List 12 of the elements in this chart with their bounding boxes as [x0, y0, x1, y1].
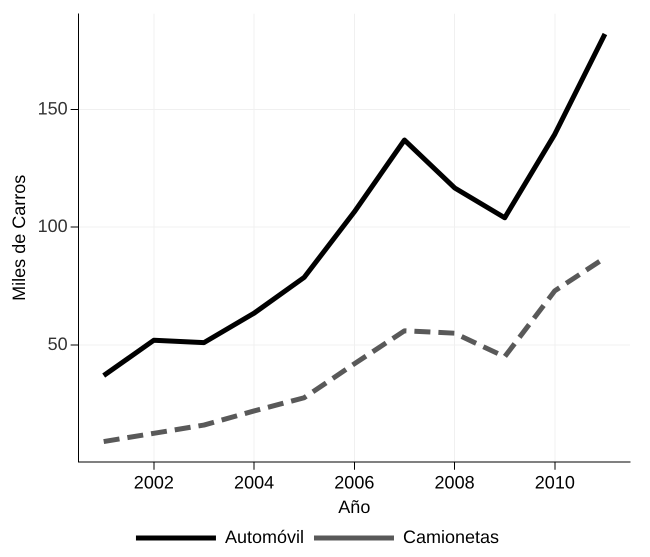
x-tick-label: 2010 [534, 472, 575, 493]
x-tick-label: 2006 [334, 472, 374, 493]
y-tick-label: 50 [48, 334, 68, 354]
x-tick-label: 2008 [434, 472, 475, 493]
y-axis-title: Miles de Carros [8, 174, 29, 301]
y-tick-label: 100 [38, 216, 68, 236]
x-axis-title: Año [338, 497, 370, 518]
x-tick-label: 2004 [234, 472, 274, 493]
legend-label: Camionetas [402, 526, 500, 547]
legend-label: Automóvil [224, 526, 304, 547]
x-tick-label: 2002 [134, 472, 174, 493]
y-tick-label: 150 [38, 98, 68, 118]
